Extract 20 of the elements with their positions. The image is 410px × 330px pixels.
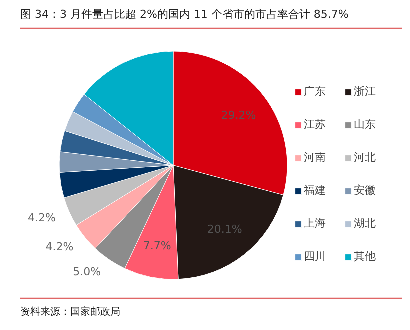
- legend-label: 湖北: [354, 216, 376, 231]
- legend-label: 山东: [354, 117, 376, 132]
- legend-label: 广东: [304, 84, 326, 99]
- legend-label: 福建: [304, 183, 326, 198]
- legend-label: 安徽: [354, 183, 376, 198]
- text: 资料来源：国家邮政局: [20, 306, 120, 318]
- data-label: 5.0%: [73, 266, 102, 279]
- data-label: 7.7%: [143, 239, 172, 252]
- legend-label: 四川: [304, 249, 326, 264]
- legend-label: 上海: [304, 216, 326, 231]
- legend-label: 浙江: [354, 84, 376, 99]
- data-label: 29.2%: [221, 109, 256, 122]
- data-label: 4.2%: [46, 240, 74, 254]
- chart-title: 图 34：3 月件量占比超 2%的国内 11 个省市的市占率合计 85.7%: [20, 8, 349, 21]
- legend-label: 河南: [304, 150, 326, 165]
- legend-label: 河北: [354, 150, 376, 165]
- legend-label: 其他: [354, 249, 376, 264]
- data-label: 20.1%: [207, 223, 242, 236]
- data-label: 4.2%: [28, 212, 56, 225]
- legend-label: 江苏: [304, 117, 326, 132]
